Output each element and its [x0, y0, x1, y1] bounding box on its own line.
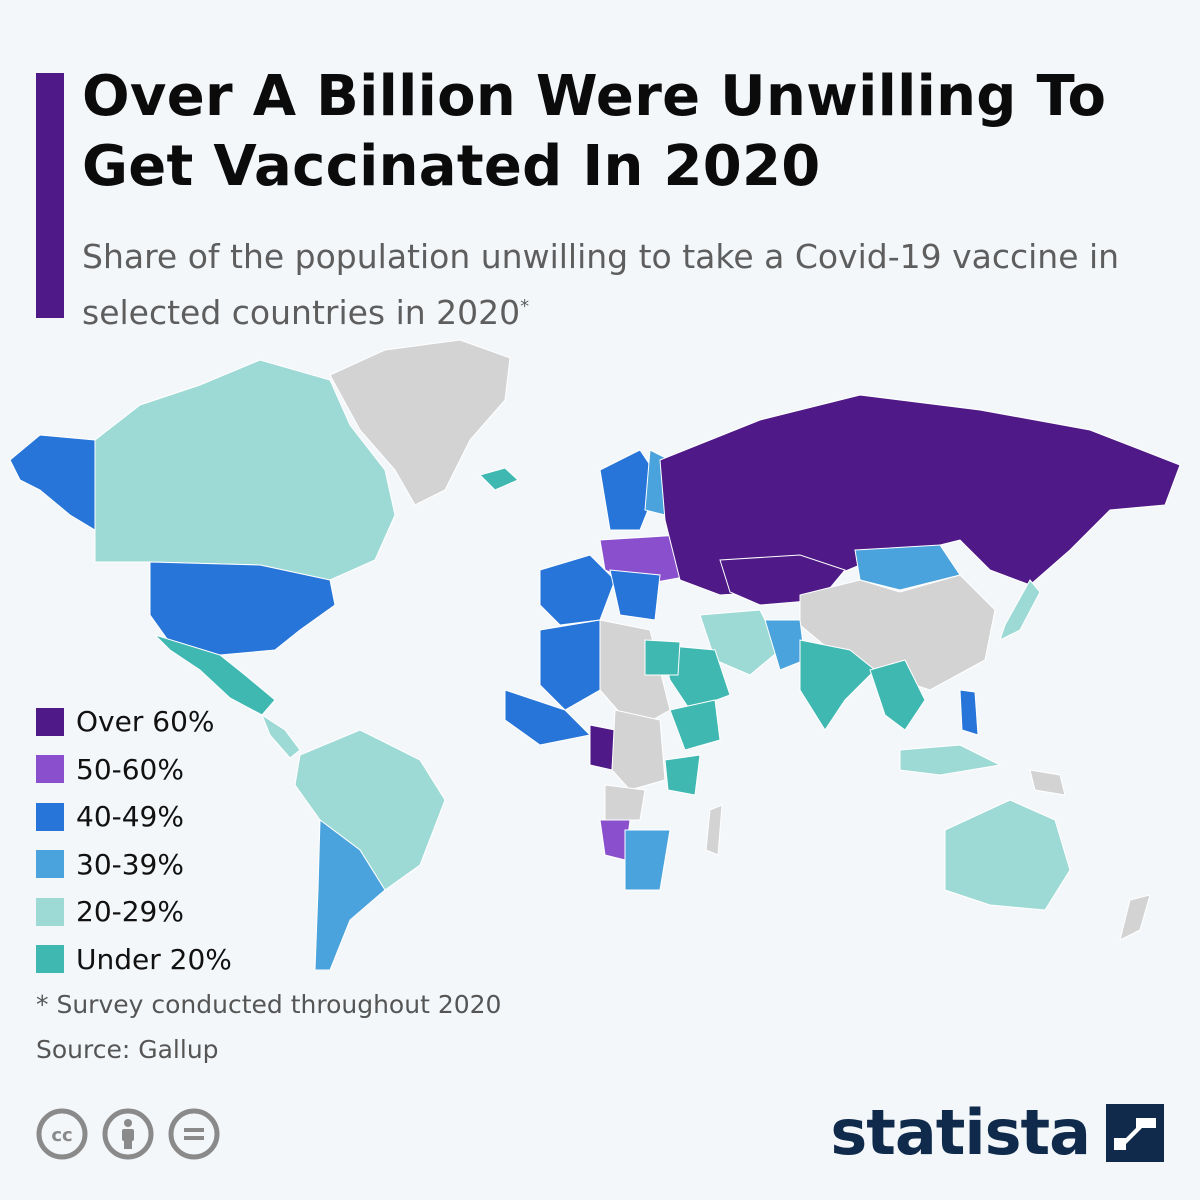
map-region-mongolia: [854, 544, 961, 591]
statista-mark-icon: [1106, 1103, 1164, 1162]
legend-swatch: [36, 802, 64, 831]
legend-item: 40-49%: [36, 793, 232, 841]
no-derivatives-icon[interactable]: [168, 1108, 220, 1160]
legend-item: 30-39%: [36, 841, 232, 889]
legend-label: 50-60%: [76, 752, 184, 786]
map-region-new-zealand: [1119, 894, 1151, 941]
map-region-south-africa: [624, 829, 671, 891]
map-region-united-states: [149, 561, 336, 656]
map-region-tanzania: [664, 754, 701, 796]
legend-swatch: [36, 755, 64, 784]
license-icons: cc: [36, 1108, 220, 1160]
map-region-papua-new-guinea: [1029, 769, 1066, 796]
map-region-southeast-asia: [869, 659, 926, 731]
map-region-argentina: [314, 819, 386, 970]
legend-swatch: [36, 897, 64, 926]
page-title: Over A Billion Were Unwilling To Get Vac…: [82, 64, 1107, 199]
legend-swatch: [36, 850, 64, 879]
legend-item: 50-60%: [36, 746, 232, 794]
attribution-icon[interactable]: [102, 1108, 154, 1160]
footnote: * Survey conducted throughout 2020: [36, 990, 502, 1019]
subtitle-footnote-mark: *: [520, 296, 530, 317]
legend: Over 60% 50-60% 40-49% 30-39% 20-29% Und…: [36, 698, 232, 983]
map-region-central-america: [260, 713, 301, 759]
map-region-madagascar: [705, 804, 723, 856]
map-region-cameroon-gabon: [589, 724, 616, 771]
legend-swatch: [36, 707, 64, 736]
map-region-balkans: [609, 569, 661, 621]
map-region-indonesia: [899, 744, 1002, 776]
map-region-west-africa: [504, 689, 592, 746]
world-map: [9, 339, 1181, 970]
cc-icon[interactable]: cc: [36, 1108, 88, 1160]
map-region-japan: [999, 579, 1041, 641]
map-region-angola: [604, 784, 646, 821]
map-region-algeria: [539, 619, 601, 711]
map-region-greenland: [329, 339, 511, 506]
map-region-iceland: [479, 467, 519, 491]
map-region-china: [799, 574, 996, 691]
legend-label: 40-49%: [76, 800, 184, 834]
legend-swatch: [36, 945, 64, 974]
accent-bar: [36, 73, 64, 318]
subtitle-text: Share of the population unwilling to tak…: [82, 237, 1120, 332]
legend-item: Over 60%: [36, 698, 232, 746]
map-region-egypt: [644, 639, 681, 676]
legend-item: Under 20%: [36, 936, 232, 984]
legend-label: Under 20%: [76, 942, 232, 976]
legend-label: Over 60%: [76, 705, 215, 739]
brand-name: statista: [830, 1096, 1091, 1169]
subtitle: Share of the population unwilling to tak…: [82, 232, 1182, 338]
legend-item: 20-29%: [36, 888, 232, 936]
map-region-ethiopia: [669, 699, 721, 751]
map-region-alaska: [9, 434, 96, 531]
legend-label: 20-29%: [76, 895, 184, 929]
map-region-philippines: [959, 689, 979, 736]
map-region-australia: [944, 799, 1071, 911]
map-region-central-africa: [611, 709, 666, 791]
map-region-brazil: [294, 729, 446, 891]
map-region-india: [799, 639, 876, 731]
legend-label: 30-39%: [76, 847, 184, 881]
map-region-russia: [659, 394, 1181, 596]
statista-logo: statista: [830, 1096, 1164, 1169]
source: Source: Gallup: [36, 1035, 219, 1064]
svg-text:cc: cc: [51, 1125, 72, 1146]
